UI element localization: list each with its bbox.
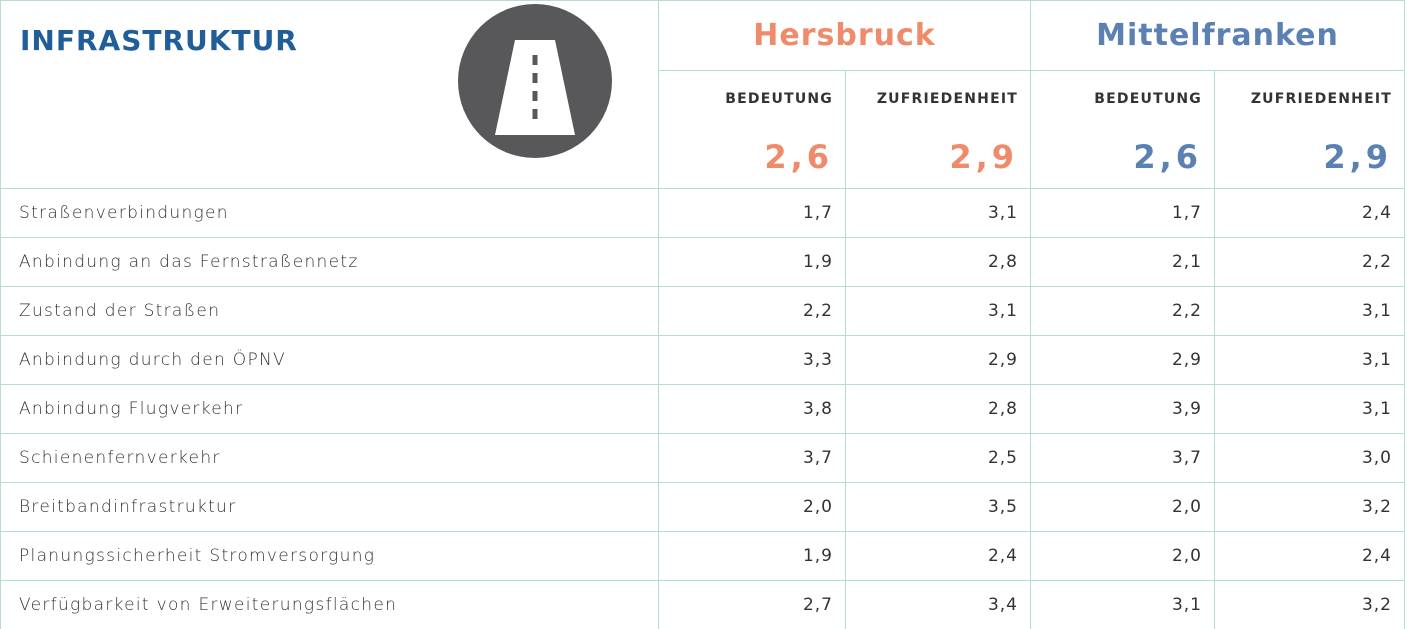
value: 3,1 — [1030, 580, 1215, 629]
value: 2,7 — [658, 580, 846, 629]
value: 2,8 — [845, 384, 1031, 434]
subheader: BEDEUTUNG — [1030, 70, 1215, 127]
value: 2,2 — [1214, 237, 1405, 287]
value: 2,8 — [845, 237, 1031, 287]
row-label: Planungssicherheit Stromversorgung — [0, 531, 659, 581]
value: 3,7 — [658, 433, 846, 483]
value: 3,2 — [1214, 482, 1405, 532]
value: 1,7 — [658, 188, 846, 238]
group-header: Mittelfranken — [1030, 0, 1405, 71]
row-label: Zustand der Straßen — [0, 286, 659, 336]
total: 2,6 — [658, 126, 846, 189]
total: 2,9 — [1214, 126, 1405, 189]
subheader: ZUFRIEDENHEIT — [1214, 70, 1405, 127]
road-icon — [458, 4, 612, 158]
value: 3,1 — [845, 286, 1031, 336]
value: 2,1 — [1030, 237, 1215, 287]
value: 2,9 — [845, 335, 1031, 385]
group-header: Hersbruck — [658, 0, 1031, 71]
value: 3,4 — [845, 580, 1031, 629]
total: 2,9 — [845, 126, 1031, 189]
value: 3,1 — [1214, 286, 1405, 336]
value: 3,9 — [1030, 384, 1215, 434]
value: 2,4 — [845, 531, 1031, 581]
title: INFRASTRUKTUR — [20, 24, 298, 57]
value: 2,2 — [658, 286, 846, 336]
value: 3,1 — [1214, 384, 1405, 434]
row-label: Anbindung an das Fernstraßennetz — [0, 237, 659, 287]
value: 3,3 — [658, 335, 846, 385]
value: 2,2 — [1030, 286, 1215, 336]
value: 1,9 — [658, 237, 846, 287]
value: 2,0 — [658, 482, 846, 532]
value: 1,9 — [658, 531, 846, 581]
subheader: ZUFRIEDENHEIT — [845, 70, 1031, 127]
value: 1,7 — [1030, 188, 1215, 238]
value: 2,4 — [1214, 531, 1405, 581]
value: 3,5 — [845, 482, 1031, 532]
row-label: Straßenverbindungen — [0, 188, 659, 238]
value: 3,2 — [1214, 580, 1405, 629]
value: 3,0 — [1214, 433, 1405, 483]
subheader: BEDEUTUNG — [658, 70, 846, 127]
row-label: Verfügbarkeit von Erweiterungsflächen — [0, 580, 659, 629]
value: 2,9 — [1030, 335, 1215, 385]
row-label: Breitbandinfrastruktur — [0, 482, 659, 532]
value: 2,0 — [1030, 482, 1215, 532]
value: 3,7 — [1030, 433, 1215, 483]
row-label: Schienenfernverkehr — [0, 433, 659, 483]
value: 2,4 — [1214, 188, 1405, 238]
total: 2,6 — [1030, 126, 1215, 189]
value: 3,1 — [845, 188, 1031, 238]
value: 2,5 — [845, 433, 1031, 483]
row-label: Anbindung Flugverkehr — [0, 384, 659, 434]
value: 2,0 — [1030, 531, 1215, 581]
row-label: Anbindung durch den ÖPNV — [0, 335, 659, 385]
value: 3,8 — [658, 384, 846, 434]
value: 3,1 — [1214, 335, 1405, 385]
